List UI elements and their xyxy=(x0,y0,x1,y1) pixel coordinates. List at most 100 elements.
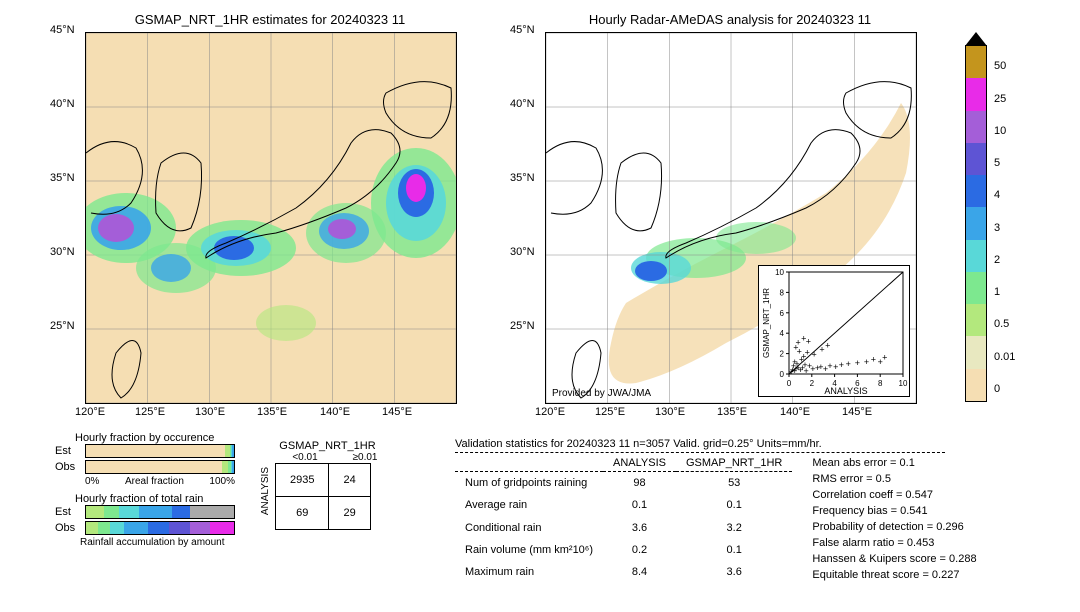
stat-row: Mean abs error = 0.1 xyxy=(812,455,976,471)
colorbar-tick: 0 xyxy=(994,383,1000,395)
occurrence-title: Hourly fraction by occurence xyxy=(75,432,235,444)
ytick: 30°N xyxy=(50,246,75,258)
validation-title: Validation statistics for 20240323 11 n=… xyxy=(455,438,1045,450)
contingency-table: 293524 6929 xyxy=(275,463,371,530)
svg-text:+: + xyxy=(819,345,824,355)
svg-text:+: + xyxy=(805,348,810,358)
left-map-title: GSMAP_NRT_1HR estimates for 20240323 11 xyxy=(85,12,455,27)
svg-text:+: + xyxy=(855,358,860,368)
colorbar-tick: 25 xyxy=(994,93,1006,105)
xtick: 145°E xyxy=(842,406,872,418)
colorbar-tick: 0.5 xyxy=(994,318,1009,330)
colorbar-tick: 3 xyxy=(994,222,1000,234)
scatter-inset: 00224466881010++++++++++++++++++++++++++… xyxy=(758,265,910,397)
ytick: 30°N xyxy=(510,246,535,258)
svg-text:+: + xyxy=(806,336,811,346)
svg-text:+: + xyxy=(833,362,838,372)
table-row: Average rain0.10.1 xyxy=(455,494,792,516)
occ-xlabel: Areal fraction xyxy=(125,476,184,487)
colorbar: 00.010.512345102550 xyxy=(965,45,987,402)
bar-row-label: Obs xyxy=(55,461,85,473)
svg-text:ANALYSIS: ANALYSIS xyxy=(824,386,867,396)
svg-text:+: + xyxy=(839,360,844,370)
xtick: 135°E xyxy=(257,406,287,418)
svg-text:+: + xyxy=(864,357,869,367)
svg-text:GSMAP_NRT_1HR: GSMAP_NRT_1HR xyxy=(762,288,771,358)
xtick: 120°E xyxy=(535,406,565,418)
xtick: 120°E xyxy=(75,406,105,418)
ytick: 45°N xyxy=(50,24,75,36)
stat-row: Correlation coeff = 0.547 xyxy=(812,487,976,503)
right-map: Provided by JWA/JMA 00224466881010++++++… xyxy=(545,32,917,404)
colorbar-tick: 2 xyxy=(994,254,1000,266)
stat-row: RMS error = 0.5 xyxy=(812,471,976,487)
validation-table: ANALYSIS GSMAP_NRT_1HR Num of gridpoints… xyxy=(455,455,792,583)
colorbar-tick: 50 xyxy=(994,60,1006,72)
colorbar-arrow-icon xyxy=(965,32,987,46)
svg-text:8: 8 xyxy=(780,288,785,297)
svg-text:0: 0 xyxy=(780,370,785,379)
xtick: 125°E xyxy=(595,406,625,418)
ytick: 40°N xyxy=(50,98,75,110)
bar-track xyxy=(85,444,235,458)
totalrain-xlabel: Rainfall accumulation by amount xyxy=(80,537,235,548)
stat-row: False alarm ratio = 0.453 xyxy=(812,535,976,551)
ytick: 40°N xyxy=(510,98,535,110)
bar-track xyxy=(85,505,235,519)
svg-text:+: + xyxy=(825,340,830,350)
colorbar-tick: 1 xyxy=(994,286,1000,298)
ct-col-header: GSMAP_NRT_1HR xyxy=(260,440,395,452)
xtick: 145°E xyxy=(382,406,412,418)
svg-text:+: + xyxy=(882,353,887,363)
ct-col-cat: ≥0.01 xyxy=(335,452,395,463)
svg-text:0: 0 xyxy=(787,379,792,388)
validation-stats-list: Mean abs error = 0.1RMS error = 0.5Corre… xyxy=(812,455,976,583)
bar-row-label: Est xyxy=(55,506,85,518)
stat-row: Probability of detection = 0.296 xyxy=(812,519,976,535)
svg-text:+: + xyxy=(801,333,806,343)
bar-row-label: Est xyxy=(55,445,85,457)
colorbar-tick: 0.01 xyxy=(994,351,1015,363)
stat-row: Hanssen & Kuipers score = 0.288 xyxy=(812,551,976,567)
map-attribution: Provided by JWA/JMA xyxy=(552,388,651,399)
bar-track xyxy=(85,460,235,474)
stat-row: Frequency bias = 0.541 xyxy=(812,503,976,519)
ct-row-header: ANALYSIS xyxy=(260,467,271,515)
colorbar-tick: 4 xyxy=(994,189,1000,201)
ytick: 35°N xyxy=(50,172,75,184)
occ-xmin: 0% xyxy=(85,476,99,487)
svg-text:+: + xyxy=(846,359,851,369)
svg-text:+: + xyxy=(795,337,800,347)
svg-text:10: 10 xyxy=(899,379,908,388)
xtick: 130°E xyxy=(195,406,225,418)
xtick: 130°E xyxy=(655,406,685,418)
ytick: 45°N xyxy=(510,24,535,36)
table-row: Conditional rain3.63.2 xyxy=(455,516,792,538)
svg-text:+: + xyxy=(807,361,812,371)
svg-text:+: + xyxy=(811,350,816,360)
left-map xyxy=(85,32,457,404)
occ-xmax: 100% xyxy=(209,476,235,487)
colorbar-tick: 5 xyxy=(994,157,1000,169)
bar-track xyxy=(85,521,235,535)
svg-text:6: 6 xyxy=(780,309,785,318)
table-row: Rain volume (mm km²10⁶)0.20.1 xyxy=(455,539,792,561)
xtick: 140°E xyxy=(780,406,810,418)
svg-text:+: + xyxy=(871,355,876,365)
table-row: Maximum rain8.43.6 xyxy=(455,561,792,583)
svg-text:+: + xyxy=(827,361,832,371)
xtick: 140°E xyxy=(320,406,350,418)
table-row: Num of gridpoints raining9853 xyxy=(455,472,792,495)
stat-row: Equitable threat score = 0.227 xyxy=(812,567,976,583)
totalrain-title: Hourly fraction of total rain xyxy=(75,493,235,505)
right-map-title: Hourly Radar-AMeDAS analysis for 2024032… xyxy=(545,12,915,27)
bar-row-label: Obs xyxy=(55,522,85,534)
svg-text:2: 2 xyxy=(810,379,815,388)
ytick: 25°N xyxy=(510,320,535,332)
xtick: 125°E xyxy=(135,406,165,418)
ct-col-cat: <0.01 xyxy=(275,452,335,463)
xtick: 135°E xyxy=(717,406,747,418)
ytick: 35°N xyxy=(510,172,535,184)
svg-text:4: 4 xyxy=(780,329,785,338)
svg-text:10: 10 xyxy=(775,268,784,277)
